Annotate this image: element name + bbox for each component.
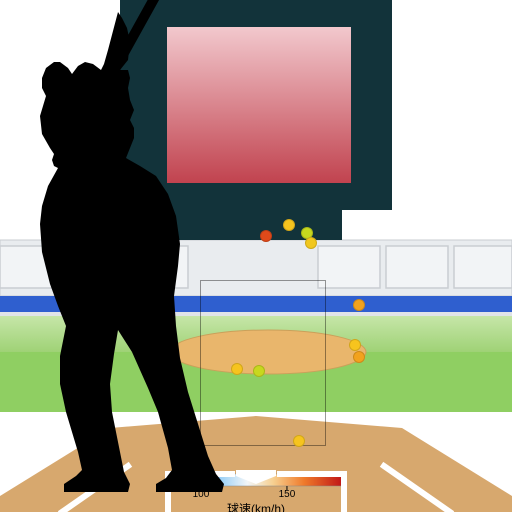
pitch-point: [260, 230, 272, 242]
pitch-point: [231, 363, 243, 375]
pitch-point: [293, 435, 305, 447]
pitch-point: [253, 365, 265, 377]
pitch-point: [353, 299, 365, 311]
strike-zone: [200, 280, 326, 446]
pitch-location-chart: 100 150 球速(km/h): [0, 0, 512, 512]
pitch-point: [349, 339, 361, 351]
pitch-point: [305, 237, 317, 249]
pitch-point: [283, 219, 295, 231]
pitch-point: [353, 351, 365, 363]
colorbar-tick: 100: [187, 489, 215, 500]
colorbar-title: 球速(km/h): [170, 500, 342, 512]
colorbar-tick: 150: [273, 489, 301, 500]
